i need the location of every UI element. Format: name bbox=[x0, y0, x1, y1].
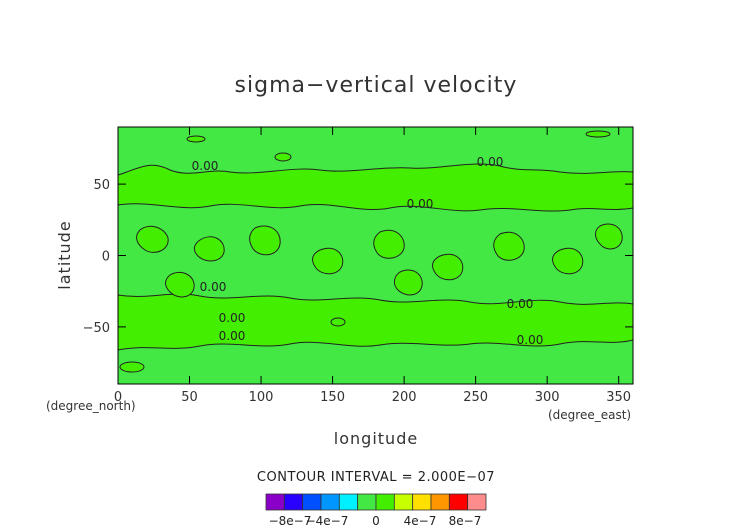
contour-blob bbox=[312, 247, 344, 275]
contour-blob bbox=[595, 223, 623, 250]
contour-blob bbox=[493, 231, 525, 261]
colorbar-tick-label: −4e−7 bbox=[306, 514, 349, 528]
contour-blob bbox=[585, 130, 611, 138]
y-axis-ticks: 50 0 −50 bbox=[83, 178, 633, 336]
y-tick-label: −50 bbox=[83, 321, 110, 336]
contour-blob bbox=[330, 317, 346, 327]
colorbar-swatch bbox=[430, 493, 450, 511]
contour-blob bbox=[393, 269, 423, 296]
y-tick-label: 50 bbox=[93, 178, 110, 193]
contour-blob bbox=[274, 152, 292, 162]
colorbar-swatch bbox=[302, 493, 322, 511]
x-tick-label: 200 bbox=[392, 390, 417, 405]
contour-blob bbox=[165, 271, 195, 298]
x-tick-label: 250 bbox=[463, 390, 488, 405]
x-tick-label: 100 bbox=[249, 390, 274, 405]
y-axis-label: latitude bbox=[55, 220, 74, 289]
contour-blob bbox=[193, 236, 225, 262]
x-axis-ticks: 0 50 100 150 200 250 300 350 bbox=[114, 127, 631, 405]
contour-blob bbox=[186, 135, 206, 143]
x-axis-label: longitude bbox=[334, 429, 418, 448]
contour-label: 0.00 bbox=[517, 333, 544, 347]
colorbar-swatch bbox=[467, 493, 487, 511]
colorbar bbox=[265, 493, 487, 511]
contour-blob bbox=[249, 225, 281, 256]
contour-blob bbox=[552, 247, 584, 275]
positive-band-south bbox=[117, 293, 634, 351]
colorbar-swatch bbox=[265, 493, 285, 511]
contour-label: 0.00 bbox=[219, 311, 246, 325]
contour-label: 0.00 bbox=[507, 297, 534, 311]
x-unit-label: (degree_east) bbox=[548, 408, 631, 422]
contour-blob bbox=[373, 229, 405, 259]
colorbar-swatch bbox=[283, 493, 304, 511]
contour-blob bbox=[136, 225, 169, 253]
contour-label: 0.00 bbox=[192, 159, 219, 173]
colorbar-tick-labels: −8e−7−4e−7 0 4e−7 8e−7 bbox=[269, 514, 482, 528]
x-tick-label: 350 bbox=[606, 390, 631, 405]
colorbar-swatch bbox=[375, 493, 395, 511]
contour-labels: 0.00 0.00 0.00 0.00 0.00 0.00 0.00 0.00 bbox=[192, 155, 544, 347]
y-unit-label: (degree_north) bbox=[46, 399, 136, 413]
contour-label: 0.00 bbox=[219, 329, 246, 343]
contour-blob bbox=[432, 253, 464, 281]
x-tick-label: 50 bbox=[181, 390, 198, 405]
colorbar-tick-label: 4e−7 bbox=[404, 514, 437, 528]
y-tick-label: 0 bbox=[102, 250, 110, 265]
positive-band-north bbox=[117, 163, 634, 212]
contour-label: 0.00 bbox=[407, 197, 434, 211]
colorbar-tick-label: −8e−7 bbox=[269, 514, 312, 528]
colorbar-swatch bbox=[357, 493, 377, 511]
x-tick-label: 0 bbox=[114, 390, 122, 405]
contour-blob bbox=[119, 361, 145, 373]
colorbar-swatch bbox=[393, 493, 414, 511]
colorbar-tick-label: 0 bbox=[372, 514, 380, 528]
colorbar-swatch bbox=[338, 493, 359, 511]
plot-area: 0.00 0.00 0.00 0.00 0.00 0.00 0.00 0.00 bbox=[117, 126, 634, 385]
x-tick-label: 300 bbox=[535, 390, 560, 405]
chart-title: sigma−vertical velocity bbox=[235, 73, 518, 98]
contour-label: 0.00 bbox=[477, 155, 504, 169]
x-tick-label: 150 bbox=[320, 390, 345, 405]
colorbar-swatch bbox=[412, 493, 432, 511]
colorbar-tick-label: 8e−7 bbox=[449, 514, 482, 528]
colorbar-swatch bbox=[448, 493, 469, 511]
contour-label: 0.00 bbox=[200, 280, 227, 294]
colorbar-swatch bbox=[320, 493, 340, 511]
contour-interval-text: CONTOUR INTERVAL = 2.000E−07 bbox=[257, 470, 495, 485]
